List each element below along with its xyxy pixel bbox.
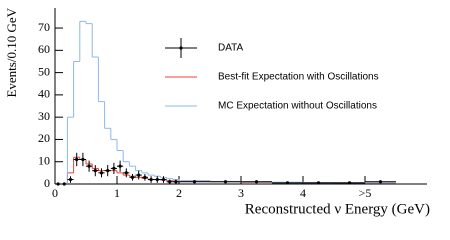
x-axis-title: Reconstructed ν Energy (GeV) [245, 201, 430, 217]
legend-label: DATA [218, 43, 244, 54]
data-point [62, 182, 66, 186]
y-tick-label: 40 [38, 87, 50, 101]
data-point [316, 181, 321, 185]
y-tick-label: 50 [38, 64, 50, 78]
data-point [155, 177, 159, 182]
data-point [124, 171, 128, 175]
y-tick-label: 30 [38, 109, 50, 123]
data-point [87, 164, 91, 168]
data-point [149, 177, 153, 182]
y-tick-label: 10 [38, 153, 50, 167]
chart: Reconstructed ν Energy (GeV) Events/0.10… [4, 7, 430, 217]
data-point [56, 182, 60, 186]
y-tick-label: 60 [38, 42, 50, 56]
data-point [223, 180, 228, 184]
x-tick-label: 3 [238, 186, 244, 200]
y-tick-label: 70 [38, 20, 50, 34]
x-tick-label: 2 [176, 186, 182, 200]
data-point [137, 173, 141, 177]
y-axis-title: Events/0.10 GeV [4, 7, 19, 97]
data-point [106, 169, 110, 173]
data-point [254, 180, 259, 184]
page: Reconstructed ν Energy (GeV) Events/0.10… [3, 7, 430, 218]
data-point [168, 180, 172, 184]
x-tick-label: >5 [359, 186, 372, 200]
legend-label: MC Expectation without Oscillations [218, 101, 377, 112]
data-point [118, 164, 122, 168]
y-tick-label: 20 [38, 131, 50, 145]
data-point [347, 181, 352, 185]
data-point [93, 169, 97, 173]
data-point [112, 166, 116, 171]
legend-swatch [179, 46, 183, 50]
legend-label: Best-fit Expectation with Oscillations [218, 72, 379, 83]
data-point [130, 175, 135, 179]
data-point [143, 175, 147, 179]
data-point [81, 157, 85, 162]
data-point [285, 181, 290, 185]
data-point [161, 177, 166, 182]
data-point [68, 177, 73, 182]
data-point [75, 157, 79, 162]
x-tick-label: 4 [300, 186, 306, 200]
y-tick-label: 0 [44, 176, 50, 190]
data-point [99, 171, 104, 175]
data-point [192, 180, 197, 184]
data-point [378, 180, 383, 184]
x-tick-label: 0 [52, 186, 58, 200]
data-point [174, 180, 178, 184]
x-tick-label: 1 [114, 186, 120, 200]
